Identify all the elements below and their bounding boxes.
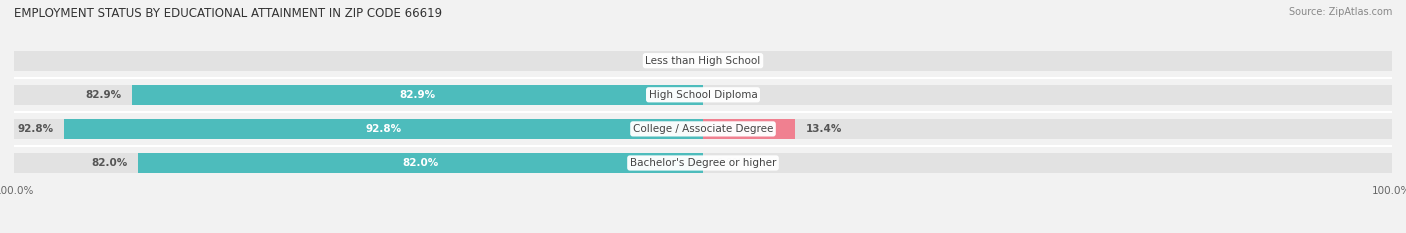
Text: 82.0%: 82.0%	[402, 158, 439, 168]
Legend: In Labor Force, Unemployed: In Labor Force, Unemployed	[610, 231, 796, 233]
Bar	[14, 51, 703, 71]
Bar	[703, 119, 1392, 139]
Bar	[14, 119, 703, 139]
Text: 0.0%: 0.0%	[717, 56, 742, 66]
Text: 82.0%: 82.0%	[91, 158, 128, 168]
Text: 92.8%: 92.8%	[17, 124, 53, 134]
Text: 0.0%: 0.0%	[717, 90, 742, 100]
Text: Bachelor's Degree or higher: Bachelor's Degree or higher	[630, 158, 776, 168]
Bar	[63, 119, 703, 139]
Bar	[703, 119, 796, 139]
Bar	[703, 51, 1392, 71]
Text: 82.9%: 82.9%	[86, 90, 121, 100]
Text: High School Diploma: High School Diploma	[648, 90, 758, 100]
Text: 92.8%: 92.8%	[366, 124, 401, 134]
Text: 0.0%: 0.0%	[717, 158, 742, 168]
Bar	[703, 85, 1392, 105]
Bar	[703, 153, 1392, 173]
Bar	[14, 153, 703, 173]
Bar	[14, 85, 703, 105]
Text: 0.0%: 0.0%	[664, 56, 689, 66]
Text: 13.4%: 13.4%	[806, 124, 842, 134]
Text: College / Associate Degree: College / Associate Degree	[633, 124, 773, 134]
Bar	[132, 85, 703, 105]
Text: 82.9%: 82.9%	[399, 90, 436, 100]
Text: Less than High School: Less than High School	[645, 56, 761, 66]
Bar	[138, 153, 703, 173]
Text: EMPLOYMENT STATUS BY EDUCATIONAL ATTAINMENT IN ZIP CODE 66619: EMPLOYMENT STATUS BY EDUCATIONAL ATTAINM…	[14, 7, 441, 20]
Text: Source: ZipAtlas.com: Source: ZipAtlas.com	[1288, 7, 1392, 17]
